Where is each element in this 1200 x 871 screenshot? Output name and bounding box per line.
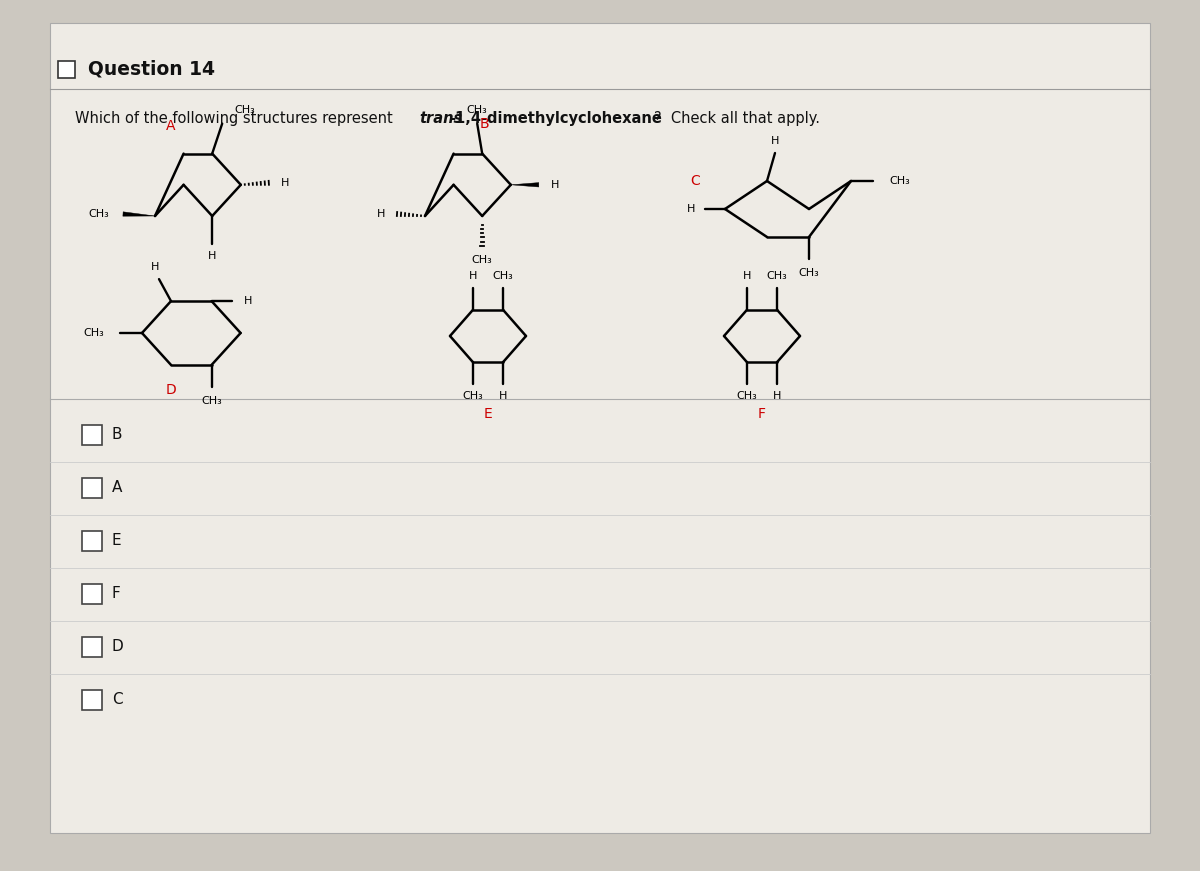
Text: H: H — [686, 204, 695, 214]
Text: D: D — [166, 383, 176, 397]
Text: C: C — [690, 174, 700, 188]
Bar — [58, 61, 74, 78]
Text: CH₃: CH₃ — [767, 271, 787, 281]
Text: E: E — [112, 532, 121, 548]
Text: CH₃: CH₃ — [472, 255, 492, 265]
Text: CH₃: CH₃ — [462, 391, 484, 401]
Text: CH₃: CH₃ — [799, 268, 820, 278]
Text: CH₃: CH₃ — [234, 105, 254, 115]
Text: H: H — [551, 179, 559, 190]
Text: ?  Check all that apply.: ? Check all that apply. — [654, 111, 820, 126]
Text: Which of the following structures represent: Which of the following structures repres… — [74, 111, 397, 126]
Text: H: H — [770, 136, 779, 146]
Text: trans: trans — [419, 111, 462, 126]
Bar — [82, 637, 102, 657]
Text: -1,4-dimethylcyclohexane: -1,4-dimethylcyclohexane — [449, 111, 662, 126]
Text: CH₃: CH₃ — [493, 271, 514, 281]
Text: H: H — [743, 271, 751, 281]
Text: CH₃: CH₃ — [83, 328, 104, 338]
Text: H: H — [469, 271, 476, 281]
Text: F: F — [112, 585, 121, 600]
Bar — [82, 690, 102, 710]
Text: CH₃: CH₃ — [202, 396, 222, 406]
Text: H: H — [499, 391, 508, 401]
Text: C: C — [112, 692, 122, 706]
Bar — [82, 584, 102, 604]
Text: B: B — [112, 427, 122, 442]
Text: CH₃: CH₃ — [889, 176, 910, 186]
Polygon shape — [511, 183, 539, 187]
Bar — [82, 425, 102, 445]
Text: A: A — [112, 480, 122, 495]
Bar — [82, 478, 102, 498]
Text: E: E — [484, 407, 492, 421]
Text: Question 14: Question 14 — [88, 59, 215, 78]
Text: D: D — [112, 638, 124, 653]
Text: H: H — [281, 178, 289, 188]
Text: H: H — [244, 296, 252, 306]
Text: A: A — [166, 118, 175, 132]
Text: H: H — [377, 209, 385, 219]
Text: B: B — [479, 117, 490, 131]
Text: H: H — [208, 251, 216, 261]
Polygon shape — [122, 212, 155, 216]
Text: F: F — [758, 407, 766, 421]
Text: CH₃: CH₃ — [89, 209, 109, 219]
Text: H: H — [773, 391, 781, 401]
Bar — [82, 531, 102, 551]
Text: CH₃: CH₃ — [737, 391, 757, 401]
Text: CH₃: CH₃ — [467, 105, 487, 115]
Text: H: H — [151, 262, 160, 272]
